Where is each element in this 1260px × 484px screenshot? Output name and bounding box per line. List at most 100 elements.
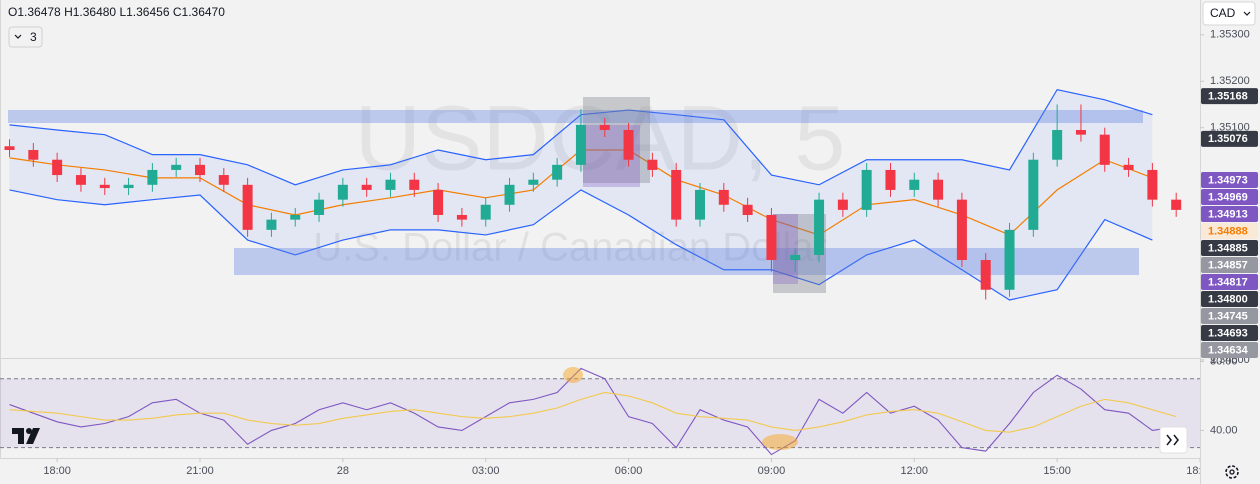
candle-body	[1052, 130, 1063, 160]
candle-body	[837, 199, 848, 210]
candle-body	[695, 189, 705, 220]
chevron	[14, 34, 22, 39]
x-tick-label: 21:00	[186, 465, 214, 477]
candle-body	[123, 184, 134, 189]
candle-body	[52, 159, 63, 176]
x-tick-label: 28	[337, 465, 349, 477]
candle-body	[980, 260, 991, 290]
candle-body	[671, 169, 682, 220]
settings[interactable]	[1225, 465, 1239, 479]
candle-body	[337, 184, 348, 200]
gear[interactable]	[1225, 465, 1239, 479]
watermark-subtitle: U.S. Dollar / Canadian Dollar	[313, 226, 827, 270]
ohlc-legend: O1.36478 H1.36480 L1.36456 C1.36470	[8, 5, 225, 19]
price-marker	[1201, 189, 1258, 205]
rsi-band	[0, 378, 1200, 448]
time-axis: 18:00 21:00 28 03:00 06:00 09:00 12:00 15:00 18:…	[43, 458, 1200, 477]
price-marker-label: 1.35168	[1208, 91, 1248, 103]
ohlc-close: C1.36470	[173, 5, 225, 19]
candle-body	[647, 159, 658, 170]
candle-body	[1075, 130, 1086, 135]
scroll-icon	[1166, 434, 1179, 446]
price-marker-label: 1.34913	[1208, 208, 1248, 220]
candle-body	[99, 184, 110, 189]
candle-body	[623, 130, 634, 160]
candle-body	[195, 164, 205, 176]
candle-body	[552, 164, 563, 180]
price-marker	[1201, 308, 1258, 324]
price-marker-label: 1.34969	[1208, 191, 1248, 203]
candle-body	[456, 214, 467, 220]
candle-body	[1028, 159, 1039, 230]
candle-body	[171, 164, 182, 170]
price-markers: 1.35168 1.35076 1.34973 1.34969 1.34913 1.348…	[1201, 88, 1258, 358]
candle-body	[147, 169, 158, 185]
y-tick-label: 80.00	[1210, 355, 1238, 367]
candle-body	[242, 184, 253, 230]
price-marker-label: 1.34885	[1208, 242, 1248, 254]
logo	[12, 428, 40, 444]
price-marker	[1201, 325, 1258, 341]
candle-body	[409, 179, 420, 190]
indicator-toggle[interactable]: 3	[8, 26, 43, 48]
candle-body	[885, 169, 896, 190]
resistance-zone	[8, 110, 1143, 123]
x-tick-label: 09:00	[758, 465, 786, 477]
candle-body	[814, 199, 825, 255]
scroll-button[interactable]	[1159, 426, 1188, 454]
candle-body	[1004, 229, 1015, 290]
ohlc-high: H1.36480	[64, 5, 116, 19]
candle-body	[718, 189, 729, 205]
price-marker-label: 1.34973	[1208, 174, 1248, 186]
currency-box[interactable]	[1202, 1, 1256, 26]
scroll-box[interactable]	[1159, 426, 1188, 454]
logo-v	[26, 428, 40, 444]
price-marker-label: 1.34745	[1208, 310, 1248, 322]
candle-body	[433, 189, 444, 215]
toggle-box[interactable]	[8, 26, 43, 48]
price-marker	[1201, 206, 1258, 222]
candle-body	[361, 184, 372, 190]
price-marker	[1201, 172, 1258, 188]
candle-body	[1123, 164, 1134, 170]
x-tick-label: 15:00	[1043, 465, 1071, 477]
watermark-title: USDCAD, 5	[355, 87, 846, 189]
price-marker-label: 1.34817	[1208, 276, 1248, 288]
y-tick-label: 1.35300	[1210, 29, 1250, 41]
x-tick-label: 18:00	[43, 465, 71, 477]
price-marker	[1201, 240, 1258, 256]
y-tick-label: 1.35200	[1210, 75, 1250, 87]
currency: CAD	[1210, 6, 1236, 20]
price-marker-label: 1.34800	[1208, 293, 1248, 305]
candle-body	[599, 124, 610, 131]
price-marker-label: 1.35076	[1208, 133, 1248, 145]
candle-body	[28, 149, 39, 160]
candle-body	[314, 199, 325, 215]
logo-t	[12, 428, 24, 444]
candle-body	[933, 179, 944, 200]
price-marker	[1201, 130, 1258, 147]
highlight-box	[773, 214, 798, 284]
logo-dot	[26, 428, 32, 434]
ohlc-low: L1.36456	[119, 5, 169, 19]
price-marker-label: 1.34634	[1208, 344, 1249, 356]
candle-body	[290, 214, 301, 220]
price-marker	[1201, 291, 1258, 307]
currency-selector[interactable]: CAD	[1202, 1, 1256, 26]
candle-body	[385, 179, 396, 190]
price-marker-label: 1.34888	[1208, 225, 1248, 237]
candle-body	[909, 179, 920, 190]
band-lower	[9, 189, 1153, 301]
price-marker-label: 1.34857	[1208, 259, 1248, 271]
candle-body	[1099, 134, 1110, 165]
candle-body	[1171, 199, 1182, 210]
ohlc-open: O1.36478	[8, 5, 61, 19]
candle-body	[790, 254, 801, 261]
y-tick-label: 1.35100	[1210, 122, 1250, 134]
candles	[4, 104, 1182, 300]
candle-body	[1147, 169, 1158, 200]
rsi-line	[9, 391, 1177, 433]
